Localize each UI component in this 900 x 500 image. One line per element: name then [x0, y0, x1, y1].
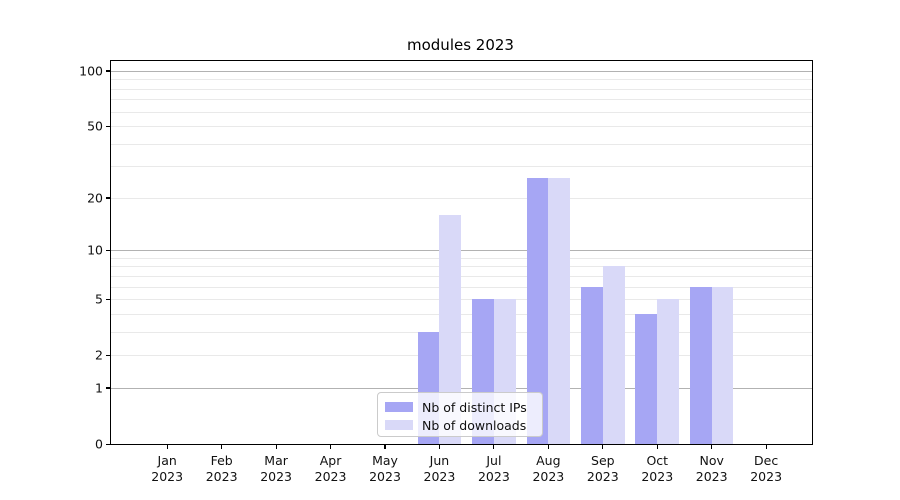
y-axis-tick: [106, 354, 110, 356]
major-gridline: [111, 70, 812, 72]
minor-gridline: [111, 79, 812, 81]
minor-gridline: [111, 299, 812, 301]
x-axis-tick: [547, 445, 549, 449]
bar-downloads-sep: [602, 266, 625, 444]
minor-gridline: [111, 197, 812, 199]
x-axis-tick: [221, 445, 223, 449]
bar-downloads-oct: [657, 299, 680, 444]
y-axis-tick: [106, 298, 110, 300]
x-axis-tick: [711, 445, 713, 449]
bar-downloads-aug: [548, 177, 571, 444]
bar-distinct-ips-nov: [689, 286, 712, 444]
y-axis-tick-label: 100: [79, 63, 103, 79]
x-axis-tick: [602, 445, 604, 449]
x-axis-tick-label: Feb 2023: [205, 453, 238, 484]
y-axis-tick: [106, 197, 110, 199]
y-axis-tick-label: 50: [87, 118, 103, 134]
y-axis-tick-label: 2: [95, 347, 103, 363]
minor-gridline: [111, 286, 812, 288]
legend-item-downloads: Nb of downloads: [385, 416, 534, 434]
x-axis-tick: [329, 445, 332, 449]
minor-gridline: [111, 331, 812, 333]
x-axis-tick-label: Jul 2023: [477, 453, 510, 484]
bar-downloads-jun: [439, 215, 462, 444]
minor-gridline: [111, 355, 812, 357]
major-gridline: [111, 387, 812, 389]
bar-distinct-ips-aug: [526, 177, 549, 444]
x-axis-tick: [493, 445, 495, 449]
plot-area: 0 1 2 5 10 20 50 100 Jan 2023 Feb 2023 Mar 2023 Apr 202…: [79, 60, 813, 484]
minor-gridline: [111, 111, 812, 113]
major-gridline: [111, 250, 812, 252]
legend-label-distinct-ips: Nb of distinct IPs: [422, 399, 527, 415]
minor-gridline: [111, 257, 812, 259]
x-axis-tick: [438, 445, 441, 449]
minor-gridline: [111, 275, 812, 277]
legend-item-distinct-ips: Nb of distinct IPs: [385, 398, 534, 416]
chart-title: modules 2023: [407, 36, 514, 54]
y-axis-tick: [106, 387, 110, 389]
x-axis-tick: [656, 445, 658, 449]
minor-gridline: [111, 99, 812, 101]
x-axis-tick-label: Jan 2023: [151, 453, 184, 484]
legend-swatch-distinct-ips: [385, 402, 413, 412]
y-axis-tick-label: 1: [95, 380, 103, 396]
bar-distinct-ips-oct: [635, 313, 658, 444]
x-axis-tick: [166, 445, 168, 449]
x-axis-tick-label: Aug 2023: [532, 453, 565, 484]
x-axis-tick: [384, 445, 386, 449]
y-axis-tick-label: 10: [87, 242, 103, 258]
x-axis-tick: [275, 445, 277, 449]
x-axis-tick-label: Oct 2023: [641, 453, 674, 484]
y-axis-tick-label: 5: [95, 291, 103, 307]
y-axis-tick: [106, 125, 110, 127]
x-axis-tick-label: Jun 2023: [423, 453, 456, 484]
minor-gridline: [111, 166, 812, 168]
legend-swatch-downloads: [385, 420, 413, 430]
y-axis-tick: [106, 70, 110, 72]
x-axis-tick-label: Apr 2023: [314, 453, 347, 484]
y-axis-tick: [106, 443, 110, 445]
y-axis-tick-label: 20: [87, 190, 103, 206]
minor-gridline: [111, 266, 812, 268]
minor-gridline: [111, 126, 812, 128]
legend-label-downloads: Nb of downloads: [422, 417, 527, 433]
minor-gridline: [111, 313, 812, 315]
x-axis-tick: [765, 445, 767, 449]
x-axis-tick-label: May 2023: [369, 453, 401, 484]
x-axis-tick-label: Sep 2023: [586, 453, 619, 484]
x-axis-tick-label: Mar 2023: [260, 453, 292, 484]
x-axis-tick-label: Nov 2023: [695, 453, 728, 484]
minor-gridline: [111, 143, 812, 145]
y-axis-tick: [106, 249, 110, 251]
legend: Nb of distinct IPs Nb of downloads: [377, 392, 543, 437]
minor-gridline: [111, 88, 812, 90]
bar-distinct-ips-sep: [581, 286, 603, 444]
y-axis-tick-label: 0: [95, 436, 103, 452]
bar-downloads-nov: [711, 286, 734, 444]
x-axis-tick-label: Dec 2023: [750, 453, 783, 484]
